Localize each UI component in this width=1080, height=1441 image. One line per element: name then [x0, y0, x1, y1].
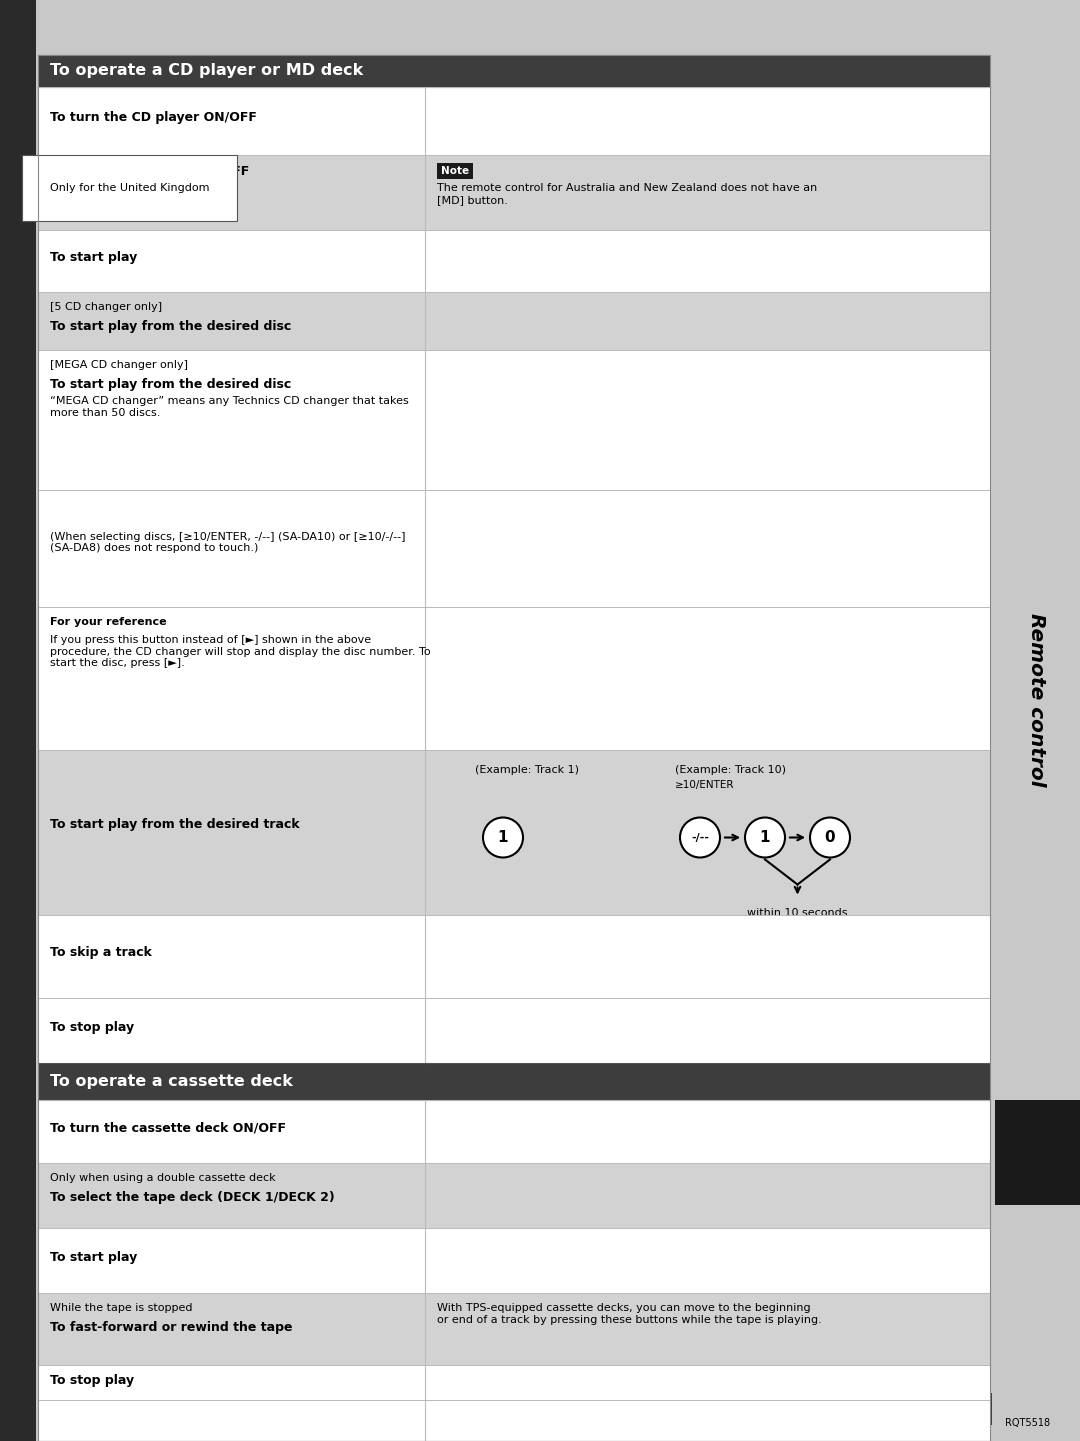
Bar	[38, 749, 990, 915]
Bar	[0, 0, 36, 1441]
Text: (When selecting discs, [≥10/ENTER, -/--] (SA-DA10) or [≥10/-/--]
(SA-DA8) does n: (When selecting discs, [≥10/ENTER, -/--]…	[50, 532, 405, 553]
Text: To operate a cassette deck: To operate a cassette deck	[50, 1074, 293, 1089]
Text: To start play from the desired track: To start play from the desired track	[50, 817, 299, 831]
Bar	[36, 0, 993, 55]
Bar	[995, 1099, 1080, 1205]
Bar	[38, 55, 990, 1441]
Text: While the tape is stopped: While the tape is stopped	[50, 1303, 192, 1313]
Text: To fast-forward or rewind the tape: To fast-forward or rewind the tape	[50, 1321, 293, 1334]
Text: The remote control for Australia and New Zealand does not have an
[MD] button.: The remote control for Australia and New…	[437, 183, 818, 205]
Text: To select the tape deck (DECK 1/DECK 2): To select the tape deck (DECK 1/DECK 2)	[50, 1192, 335, 1205]
Bar	[38, 607, 990, 749]
Circle shape	[680, 817, 720, 857]
Text: With TPS-equipped cassette decks, you can move to the beginning
or end of a trac: With TPS-equipped cassette decks, you ca…	[437, 1303, 822, 1324]
Text: 1: 1	[498, 830, 509, 844]
Text: (Example: Track 1): (Example: Track 1)	[475, 765, 579, 775]
Circle shape	[483, 817, 523, 857]
Text: To turn the cassette deck ON/OFF: To turn the cassette deck ON/OFF	[50, 1123, 286, 1136]
Bar	[38, 293, 990, 350]
Text: Note: Note	[441, 166, 469, 176]
Text: RQT5518: RQT5518	[1005, 1418, 1050, 1428]
Bar	[38, 156, 990, 231]
Text: For your reference: For your reference	[50, 617, 166, 627]
Bar	[38, 490, 990, 607]
Bar	[38, 1401, 990, 1441]
Text: To turn the MD deck ON/OFF: To turn the MD deck ON/OFF	[50, 166, 249, 179]
Text: Remote control: Remote control	[1027, 614, 1047, 787]
Bar	[437, 163, 473, 179]
Bar	[934, 1393, 993, 1425]
Text: (Example: Track 10): (Example: Track 10)	[675, 765, 786, 775]
Text: [MEGA CD changer only]: [MEGA CD changer only]	[50, 360, 188, 370]
Text: To start play: To start play	[50, 251, 137, 264]
Text: ≥10/ENTER: ≥10/ENTER	[675, 780, 734, 790]
Bar	[38, 55, 990, 86]
Text: To start play from the desired disc: To start play from the desired disc	[50, 378, 292, 391]
Bar	[38, 231, 990, 293]
Bar	[38, 1228, 990, 1293]
Bar	[38, 350, 990, 490]
Text: Only when using a double cassette deck: Only when using a double cassette deck	[50, 1173, 275, 1183]
Bar	[38, 1099, 990, 1163]
Text: To start play: To start play	[50, 1251, 137, 1264]
Bar	[38, 1293, 990, 1365]
Text: To skip a track: To skip a track	[50, 945, 152, 958]
Circle shape	[745, 817, 785, 857]
Bar	[38, 55, 990, 1401]
Bar	[38, 1365, 990, 1401]
Text: within 10 seconds: within 10 seconds	[747, 908, 848, 918]
Bar	[993, 0, 1080, 1441]
Text: To turn the CD player ON/OFF: To turn the CD player ON/OFF	[50, 111, 257, 124]
Text: -/--: -/--	[691, 833, 708, 843]
Text: To stop play: To stop play	[50, 1020, 134, 1033]
Circle shape	[810, 817, 850, 857]
Text: To stop play: To stop play	[50, 1375, 134, 1388]
Text: If you press this button instead of [►] shown in the above
procedure, the CD cha: If you press this button instead of [►] …	[50, 635, 431, 669]
Text: 1: 1	[759, 830, 770, 844]
Text: 41: 41	[951, 1401, 974, 1418]
Bar	[38, 86, 990, 156]
Text: To operate a CD player or MD deck: To operate a CD player or MD deck	[50, 63, 363, 78]
Text: To start play from the desired disc: To start play from the desired disc	[50, 320, 292, 333]
Text: Only for the United Kingdom: Only for the United Kingdom	[50, 183, 210, 193]
Bar	[38, 999, 990, 1063]
Text: [5 CD changer only]: [5 CD changer only]	[50, 303, 162, 313]
Text: 0: 0	[825, 830, 835, 844]
Bar	[38, 915, 990, 999]
Text: “MEGA CD changer” means any Technics CD changer that takes
more than 50 discs.: “MEGA CD changer” means any Technics CD …	[50, 396, 408, 418]
Bar	[38, 1063, 990, 1099]
Bar	[38, 1163, 990, 1228]
